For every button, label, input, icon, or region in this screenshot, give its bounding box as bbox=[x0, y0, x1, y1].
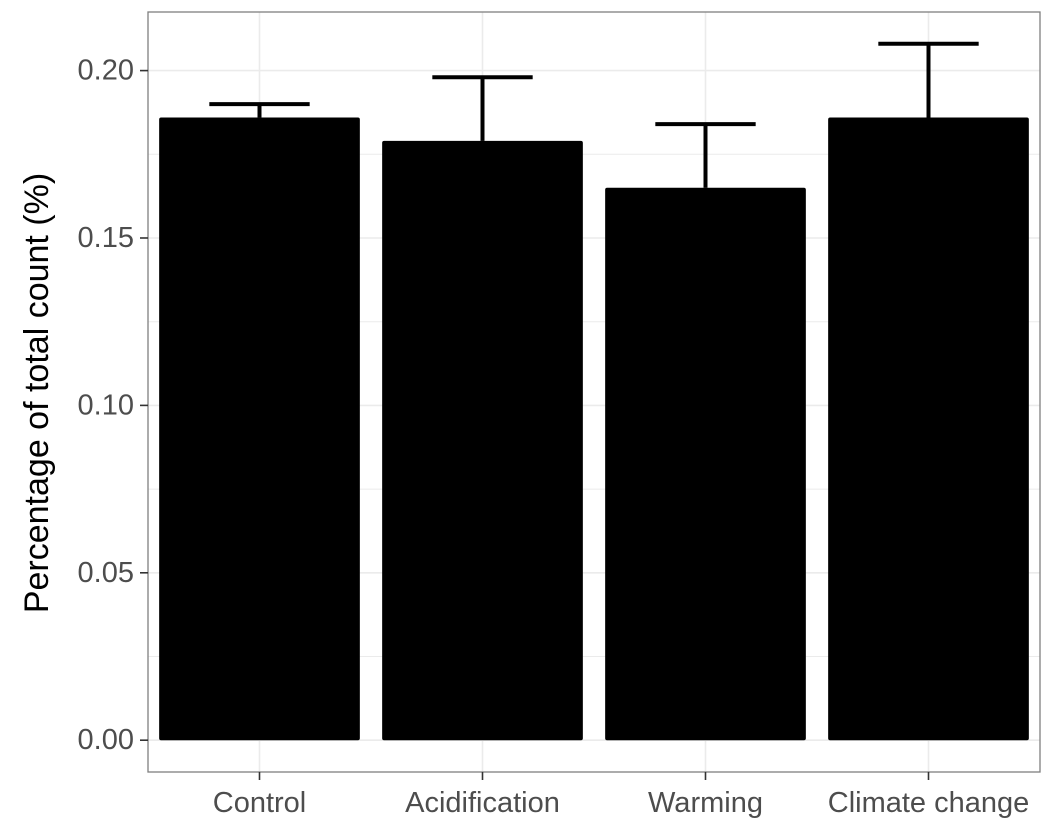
error-bars-layer bbox=[209, 41, 979, 188]
x-tick-label: Acidification bbox=[405, 787, 560, 819]
bar-warming bbox=[605, 187, 806, 741]
y-tick-label: 0.00 bbox=[78, 724, 134, 756]
y-tick-label: 0.15 bbox=[78, 222, 134, 254]
axis-layer: 0.00 0.05 0.10 0.15 0.20 Control Acidification… bbox=[78, 55, 1030, 819]
bar-climate-change bbox=[828, 117, 1029, 741]
x-tick-label: Control bbox=[213, 787, 307, 819]
bar-acidification bbox=[382, 140, 583, 741]
panel-border bbox=[147, 11, 1041, 773]
y-axis-title: Percentage of total count (%) bbox=[18, 173, 56, 613]
y-tick-label: 0.20 bbox=[78, 55, 134, 87]
y-tick-label: 0.05 bbox=[78, 557, 134, 589]
x-tick-label: Warming bbox=[648, 787, 763, 819]
bars-layer bbox=[159, 117, 1029, 741]
bar-control bbox=[159, 117, 360, 741]
x-tick-label: Climate change bbox=[828, 787, 1030, 819]
y-tick-label: 0.10 bbox=[78, 389, 134, 421]
